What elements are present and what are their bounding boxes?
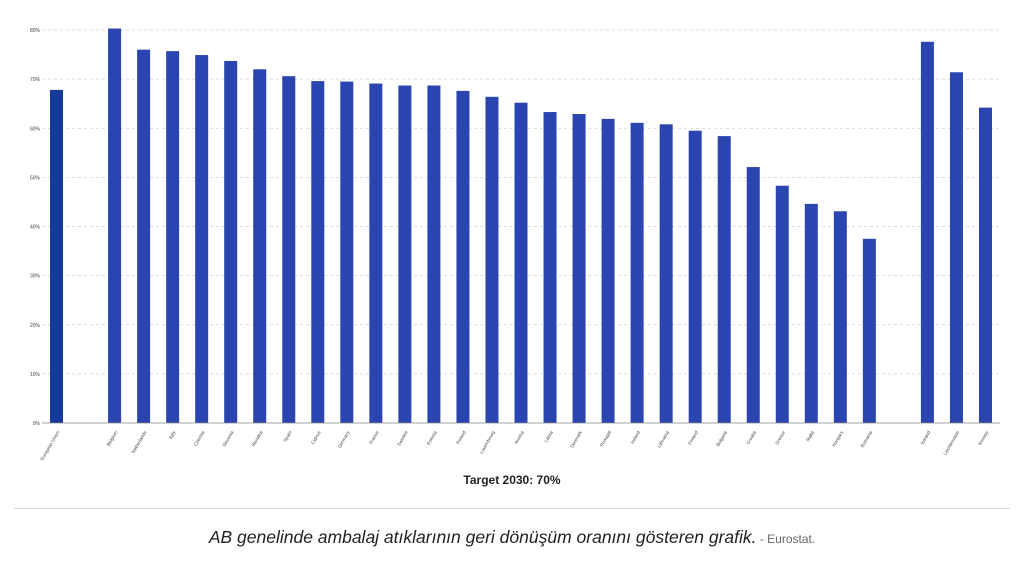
x-tick-label: Lithuania — [656, 430, 670, 449]
bar — [398, 85, 412, 423]
bar — [717, 136, 731, 424]
y-axis-ticks: 0% 10% 20% 30% 40% 50% 60% 70% 80% — [30, 28, 41, 427]
y-tick-label: 70% — [30, 77, 41, 83]
bar — [949, 72, 963, 423]
y-tick-label: 80% — [30, 28, 41, 34]
bar — [369, 83, 383, 423]
bar — [514, 102, 528, 423]
x-tick-label: Sweden — [396, 430, 409, 447]
x-tick-label: Poland — [455, 430, 467, 445]
x-tick-label: Italy — [168, 429, 177, 439]
x-tick-label: Slovakia — [251, 430, 264, 448]
x-tick-label: Malta — [805, 430, 815, 443]
y-tick-label: 30% — [30, 274, 41, 280]
bar — [659, 124, 673, 423]
x-tick-label: Latvia — [543, 430, 554, 444]
x-tick-label: Bulgaria — [715, 430, 728, 447]
bar — [224, 60, 238, 423]
bar — [311, 81, 325, 423]
x-tick-label: Belgium — [106, 430, 119, 447]
bar — [543, 112, 557, 423]
bar — [978, 107, 992, 424]
y-tick-label: 60% — [30, 126, 41, 132]
x-tick-label: Greece — [774, 430, 786, 446]
bar — [833, 211, 847, 423]
bar — [50, 89, 64, 424]
x-tick-label: Liechtenstein — [942, 430, 960, 456]
bar — [804, 203, 818, 423]
x-tick-label: Luxembourg — [479, 430, 496, 455]
bar-chart: 0% 10% 20% 30% 40% 50% 60% 70% 80% European Unio… — [30, 28, 1000, 461]
bar — [862, 238, 876, 423]
x-tick-label: Ireland — [630, 430, 642, 445]
bar — [601, 118, 615, 423]
x-tick-label: France — [368, 430, 380, 445]
bar — [630, 122, 644, 423]
bar — [456, 90, 470, 423]
x-tick-label: Norway — [977, 429, 989, 446]
bars — [50, 28, 992, 424]
bar — [572, 114, 586, 423]
figure-caption: AB genelinde ambalaj atıklarının geri dö… — [0, 527, 1024, 548]
bar — [195, 55, 209, 424]
bar — [108, 28, 122, 424]
target-label: Target 2030: 70% — [463, 473, 561, 487]
bar — [775, 185, 789, 423]
x-tick-label: Germany — [337, 429, 351, 448]
y-tick-label: 20% — [30, 323, 41, 329]
x-tick-label: Netherlands — [131, 429, 148, 454]
bar — [166, 51, 180, 423]
x-tick-label: Denmark — [569, 429, 583, 448]
x-axis-ticks: European Union Belgium Netherlands Italy Cze… — [39, 429, 989, 461]
caption-divider — [14, 508, 1010, 509]
caption-text: AB genelinde ambalaj atıklarının geri dö… — [208, 527, 757, 547]
bar — [485, 96, 499, 423]
bar — [746, 167, 760, 423]
x-tick-label: Estonia — [426, 430, 438, 446]
y-tick-label: 0% — [33, 421, 41, 427]
x-tick-label: Portugal — [599, 430, 612, 447]
y-tick-label: 10% — [30, 372, 41, 378]
x-tick-label: Hungary — [831, 429, 844, 447]
bar — [688, 130, 702, 424]
x-tick-label: Czechia — [193, 430, 206, 447]
x-tick-label: Croatia — [745, 430, 757, 446]
bar — [427, 85, 441, 423]
x-tick-label: Finland — [687, 430, 699, 446]
y-tick-label: 50% — [30, 175, 41, 181]
bar — [137, 49, 151, 424]
x-tick-label: Austria — [513, 430, 525, 445]
caption-source: - Eurostat. — [756, 532, 816, 546]
bar — [253, 69, 267, 424]
x-tick-label: Slovenia — [221, 430, 234, 448]
bar — [282, 76, 296, 424]
x-tick-label: European Union — [39, 430, 60, 462]
x-tick-label: Iceland — [920, 430, 932, 446]
bar — [920, 41, 934, 423]
x-tick-label: Cyprus — [310, 429, 322, 445]
chart: 0% 10% 20% 30% 40% 50% 60% 70% 80% European Unio… — [30, 28, 1000, 487]
y-tick-label: 40% — [30, 225, 41, 231]
x-tick-label: Romania — [860, 430, 874, 449]
x-tick-label: Spain — [282, 430, 292, 443]
bar — [340, 81, 354, 424]
